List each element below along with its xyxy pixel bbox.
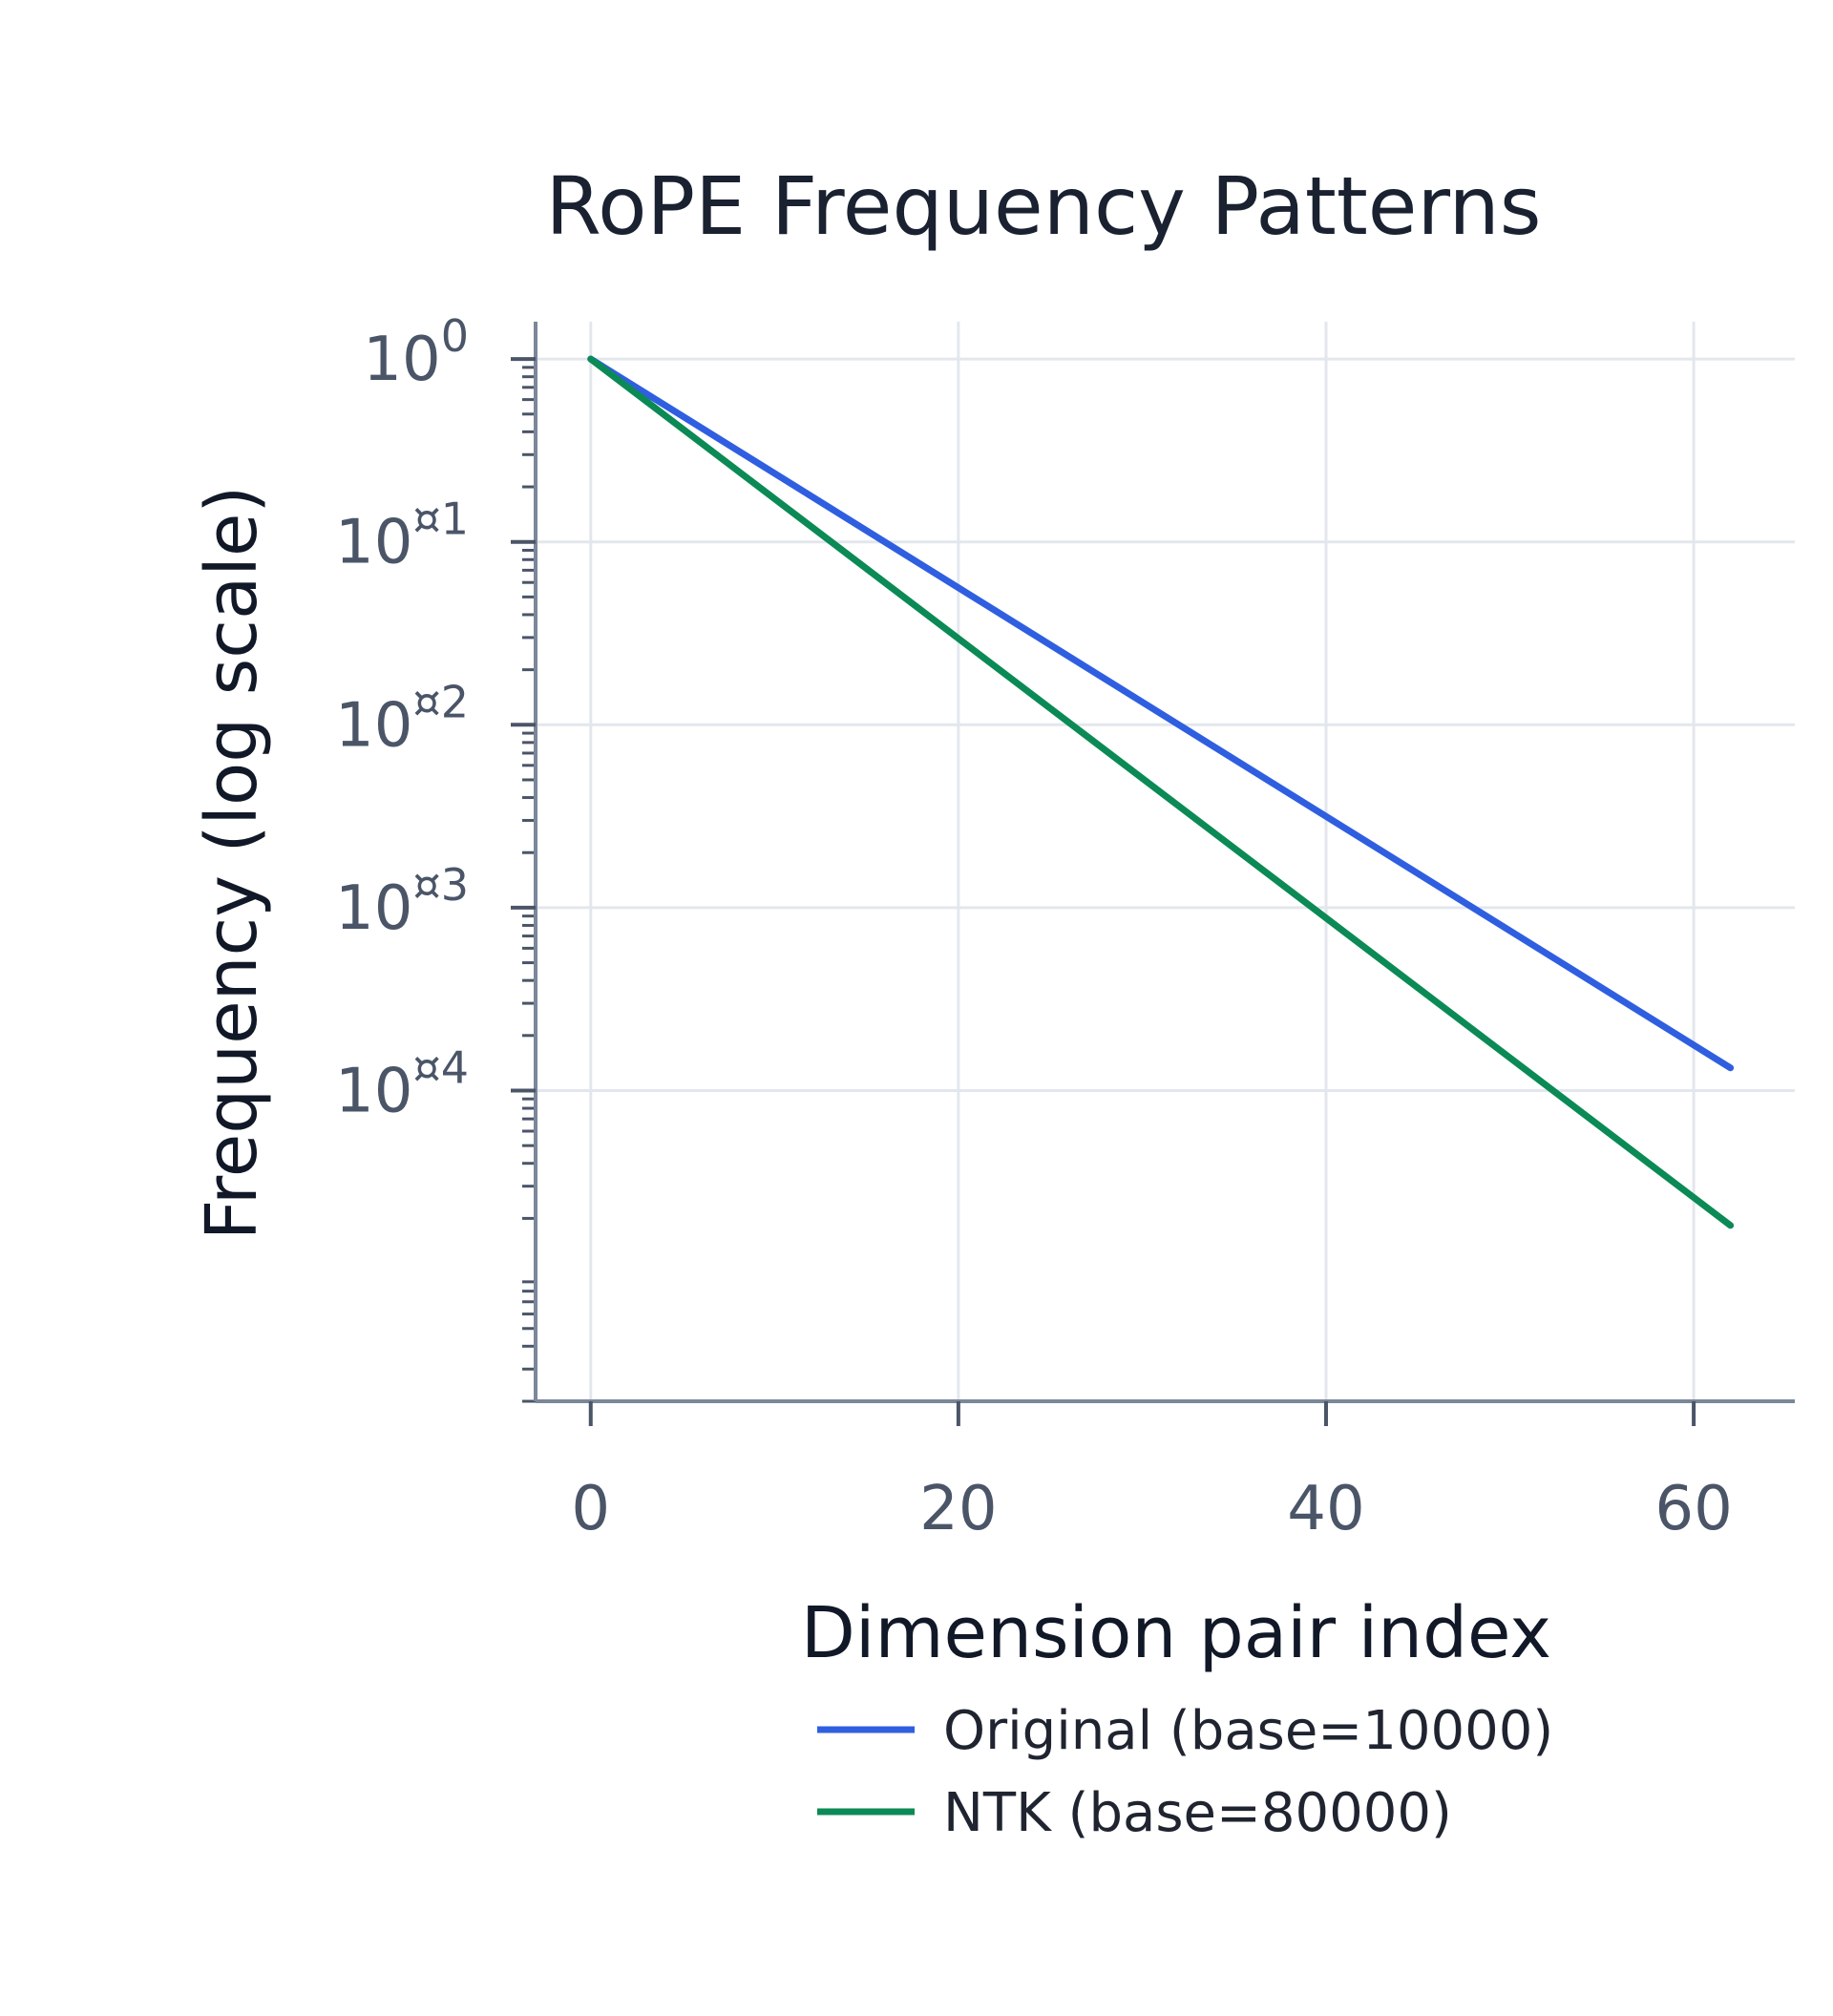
axes xyxy=(534,322,1795,1403)
x-axis-label: Dimension pair index xyxy=(801,1592,1551,1674)
y-tick-label-base: 10 xyxy=(363,325,440,395)
y-tick-label-exponent: ¤2 xyxy=(412,676,469,727)
x-tick-label: 20 xyxy=(919,1474,997,1544)
y-tick-label-exponent: ¤3 xyxy=(412,859,469,911)
series-lines xyxy=(587,355,1735,1229)
x-tick-label: 40 xyxy=(1287,1474,1364,1544)
y-tick-label: 10¤2 xyxy=(335,676,469,761)
y-tick-label: 10¤3 xyxy=(335,859,469,944)
x-tick-label: 60 xyxy=(1654,1474,1732,1544)
y-tick-label-exponent: ¤4 xyxy=(412,1041,469,1093)
legend-label: NTK (base=80000) xyxy=(943,1782,1452,1844)
y-tick-label: 10¤1 xyxy=(335,494,469,578)
y-tick-label: 100 xyxy=(363,310,469,395)
legend: Original (base=10000) NTK (base=80000) xyxy=(817,1700,1553,1844)
series-line xyxy=(587,355,1735,1072)
y-tick-label-exponent: 0 xyxy=(441,310,469,362)
y-axis-label: Frequency (log scale) xyxy=(191,486,273,1241)
x-tick-label: 0 xyxy=(571,1474,610,1544)
y-tick-label: 10¤4 xyxy=(335,1041,469,1126)
legend-label: Original (base=10000) xyxy=(943,1700,1553,1762)
grid xyxy=(536,322,1795,1401)
chart-title: RoPE Frequency Patterns xyxy=(545,159,1541,253)
y-tick-label-base: 10 xyxy=(335,690,412,761)
x-ticks: 0 20 40 60 xyxy=(571,1401,1733,1544)
series-line xyxy=(587,355,1735,1229)
y-tick-label-base: 10 xyxy=(335,873,412,944)
y-tick-label-base: 10 xyxy=(335,508,412,578)
y-tick-label-base: 10 xyxy=(335,1056,412,1126)
y-tick-label-exponent: ¤1 xyxy=(412,494,469,545)
y-minor-ticks xyxy=(522,366,536,1403)
